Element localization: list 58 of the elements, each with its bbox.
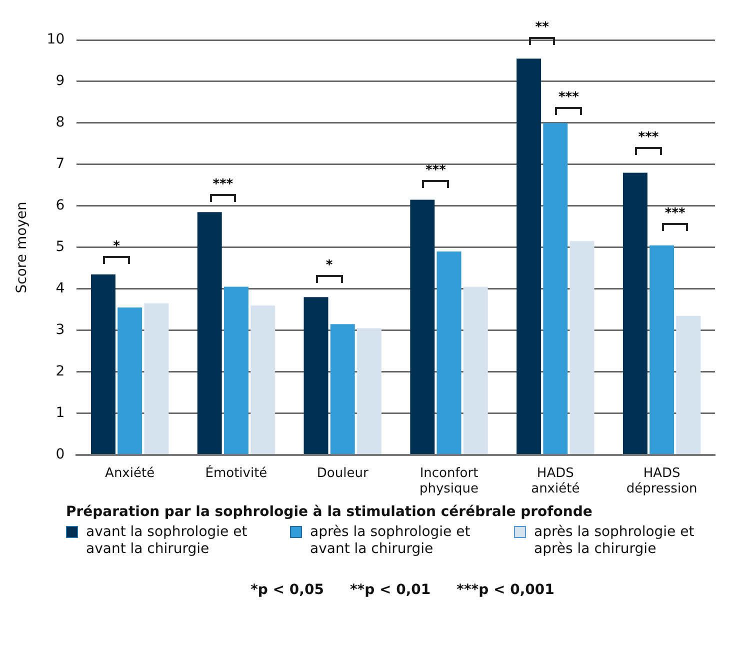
y-tick-label: 9	[56, 73, 65, 90]
y-tick-label: 1	[56, 404, 65, 421]
annotation: *	[324, 258, 334, 274]
significance-bracket: ***	[635, 130, 662, 157]
annotation: *	[112, 239, 121, 254]
y-tick-label: 10	[46, 32, 65, 48]
significance-bracket: *	[103, 240, 130, 266]
x-tick-label: Émotivité	[205, 464, 268, 481]
annotation: ***	[557, 90, 580, 105]
bar	[463, 286, 488, 454]
text: *p < 0,05	[250, 582, 324, 598]
bar	[304, 297, 328, 454]
bar	[144, 303, 169, 454]
bar	[676, 316, 701, 454]
bar	[330, 324, 355, 454]
y-tick-label: 4	[56, 280, 65, 297]
x-tick-label: Douleur	[316, 466, 369, 481]
significance-bracket: ***	[555, 90, 582, 117]
y-tick-label: 3	[56, 322, 65, 338]
bar	[197, 212, 222, 454]
y-tick-label: 5	[56, 239, 65, 256]
bar	[622, 172, 648, 454]
x-tick-label: HADS dépression	[626, 466, 698, 497]
legend-label: avant la sophrologie et avant la chirurgie	[86, 524, 248, 558]
bar	[410, 200, 435, 454]
x-tick-label: Inconfort physique	[419, 466, 479, 497]
bar	[118, 308, 142, 454]
legend-label: après la sophrologie et avant la chirurgie	[310, 524, 472, 558]
x-tick-label: HADS anxiété	[531, 466, 580, 497]
bar	[516, 58, 542, 454]
significance-bracket: **	[528, 20, 556, 47]
y-tick-label: 7	[56, 156, 65, 172]
legend-label: après la sophrologie et après la chirurgie	[534, 524, 696, 558]
bar	[356, 328, 382, 454]
annotation: ***	[664, 206, 686, 222]
bar	[570, 241, 594, 454]
bar	[224, 286, 248, 454]
significance-bracket: ***	[422, 164, 449, 190]
bar	[436, 252, 462, 454]
text: ***p < 0,001	[456, 582, 554, 598]
y-tick-label: 6	[56, 198, 65, 214]
legend-title: Préparation par la sophrologie à la stimulation cérébrale profonde	[66, 504, 594, 520]
x-tick-label: Anxiété	[105, 466, 155, 481]
significance-bracket: ***	[210, 178, 236, 204]
y-tick-label: 2	[56, 363, 65, 380]
annotation: ***	[212, 177, 234, 192]
significance-bracket: *	[316, 259, 343, 286]
text: **p < 0,01	[350, 582, 431, 598]
bar	[250, 305, 276, 454]
y-tick-label: 0	[56, 446, 65, 462]
bar	[650, 245, 674, 454]
y-tick-label: 8	[56, 114, 65, 131]
significance-bracket: ***	[662, 207, 688, 234]
bar	[90, 274, 116, 454]
y-axis-title: Score moyen	[14, 202, 30, 294]
bar	[543, 122, 568, 454]
annotation: ***	[637, 130, 660, 145]
annotation: ***	[424, 162, 447, 178]
